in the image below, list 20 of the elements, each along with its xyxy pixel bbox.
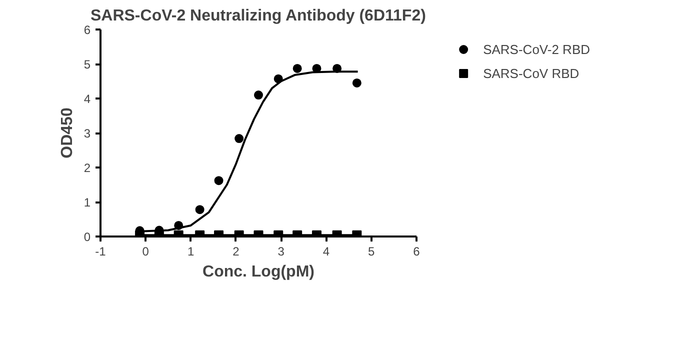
- legend-label: SARS-CoV RBD: [483, 66, 580, 80]
- x-tick-label: 6: [413, 244, 420, 258]
- x-tick-label: 0: [142, 244, 150, 258]
- x-tick-label: 4: [322, 244, 330, 258]
- y-tick-label: 2: [84, 161, 91, 175]
- y-tick-label: 1: [84, 196, 91, 210]
- y-tick-label: 6: [84, 23, 91, 37]
- y-tick-label: 3: [84, 126, 91, 140]
- x-tick-label: -1: [95, 244, 106, 258]
- legend-label: SARS-CoV-2 RBD: [483, 42, 590, 56]
- x-tick-label: 3: [278, 244, 285, 258]
- x-axis-title: Conc. Log(pM): [202, 264, 314, 280]
- x-tick-label: 2: [232, 244, 240, 258]
- y-axis-title: OD450: [58, 108, 76, 158]
- y-tick-label: 4: [84, 92, 91, 106]
- x-tick-label: 1: [187, 244, 194, 258]
- y-tick-label: 5: [84, 58, 91, 72]
- chart-title: SARS-CoV-2 Neutralizing Antibody (6D11F2): [90, 8, 426, 24]
- y-tick-label: 0: [84, 230, 91, 244]
- x-tick-label: 5: [368, 244, 376, 258]
